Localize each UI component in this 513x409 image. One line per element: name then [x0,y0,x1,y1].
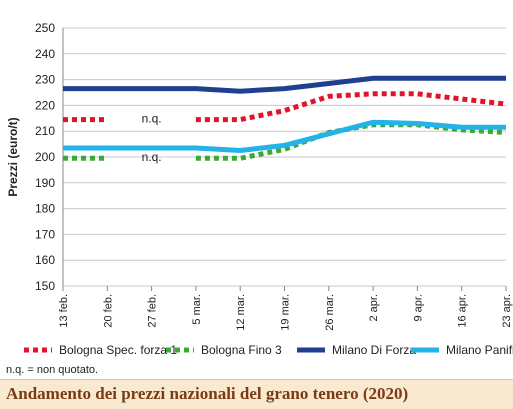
legend-label: Milano Di Forza [332,343,416,357]
y-tick-label: 160 [35,253,55,267]
x-tick-label: 26 mar. [324,294,336,331]
y-axis-label: Prezzi (euro/t) [6,117,20,196]
footnote: n.q. = non quotato. [6,364,99,376]
x-tick-label: 13 feb. [58,294,70,328]
series-lines [63,75,507,161]
y-axis-ticks: 150 160 170 180 190 200 210 220 230 240 250 [35,21,55,293]
x-tick-label: 12 mar. [235,294,247,331]
x-tick-label: 27 feb. [147,294,159,328]
x-tick-label: 2 apr. [368,294,380,322]
y-tick-label: 220 [35,98,55,112]
annotations: n.q. n.q. [142,111,162,164]
grid-lines [62,27,506,287]
y-tick-label: 190 [35,176,55,190]
x-tick-label: 16 apr. [457,294,469,328]
chart-title: Andamento dei prezzi nazionali del grano… [6,384,409,403]
x-tick-label: 9 apr. [412,294,424,322]
series-line [63,119,506,154]
annotation-label: n.q. [142,111,162,125]
y-tick-label: 180 [35,202,55,216]
y-tick-label: 250 [35,21,55,35]
y-tick-label: 170 [35,227,55,241]
x-tick-label: 23 apr. [501,294,513,328]
x-axis-ticks: 13 feb. 20 feb. 27 feb. 5 mar. 12 mar. 19 mar… [58,286,513,331]
y-tick-label: 200 [35,150,55,164]
x-tick-label: 19 mar. [280,294,292,331]
legend: Bologna Spec. forza 1 Bologna Fino 3 Milan… [24,343,513,357]
legend-label: Milano Panificabile [446,343,513,357]
legend-label: Bologna Spec. forza 1 [59,343,177,357]
legend-label: Bologna Fino 3 [201,343,282,357]
y-tick-label: 210 [35,124,55,138]
y-tick-label: 240 [35,47,55,61]
x-tick-label: 20 feb. [102,294,114,328]
series-line [195,91,507,123]
annotation-label: n.q. [142,150,162,164]
title-bar: Andamento dei prezzi nazionali del grano… [0,379,513,409]
series-line [63,75,506,94]
y-tick-label: 230 [35,73,55,87]
y-tick-label: 150 [35,279,55,293]
x-tick-label: 5 mar. [191,294,203,325]
